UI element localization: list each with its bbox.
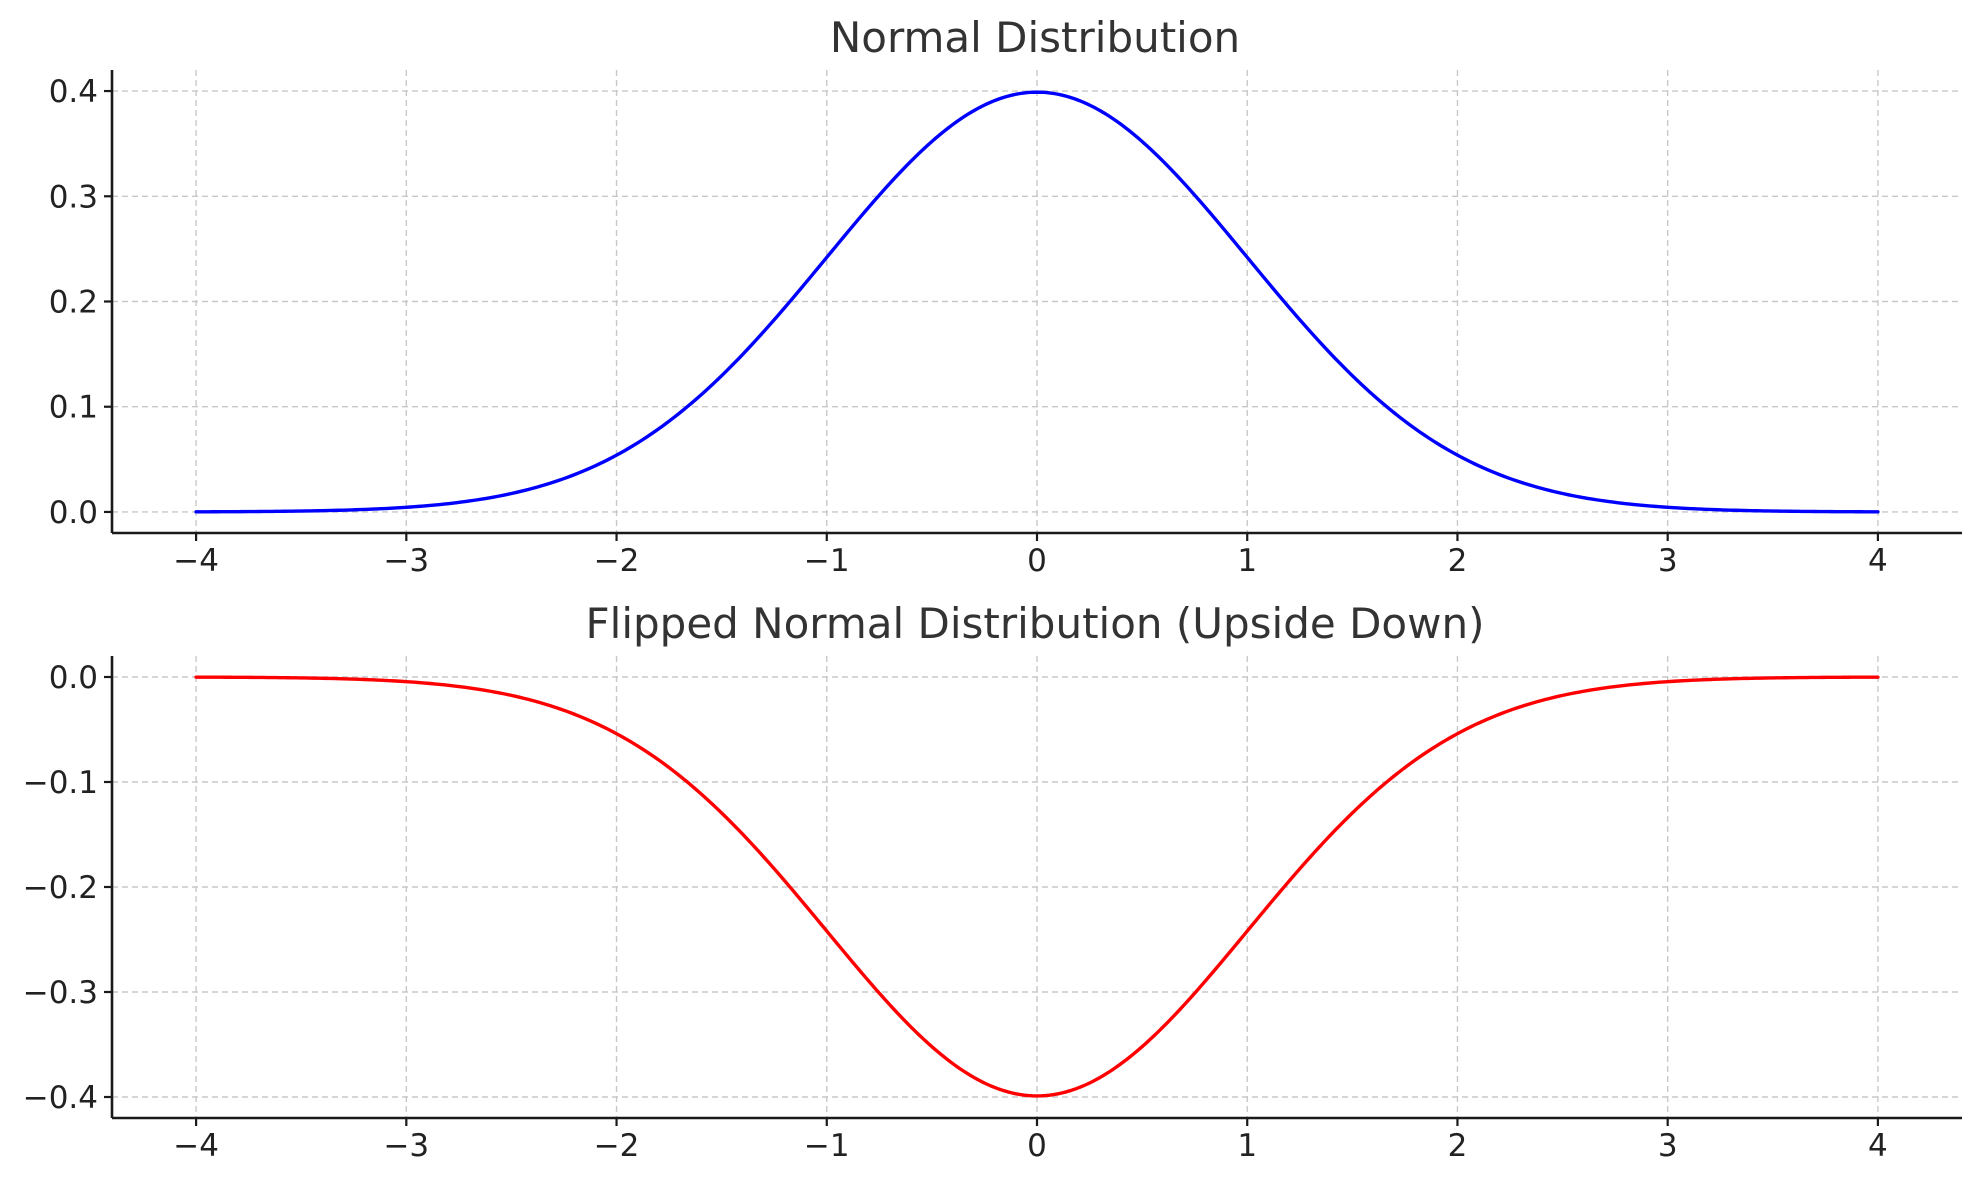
y-tick-label: −0.1: [23, 765, 98, 801]
x-tick-label: 2: [1448, 1128, 1468, 1164]
series-line: [194, 90, 1880, 514]
y-tick-label: 0.0: [49, 660, 98, 696]
x-tick-label: 3: [1658, 543, 1678, 579]
flipped-normal-distribution-chart: Flipped Normal Distribution (Upside Down…: [23, 599, 1962, 1164]
series-line: [194, 675, 1880, 1098]
x-tick-label: 1: [1237, 543, 1257, 579]
x-tick-label: −4: [173, 1128, 219, 1164]
y-axis-ticks: 0.0 −0.1 −0.2 −0.3 −0.4: [23, 660, 112, 1116]
series: [194, 675, 1880, 1098]
x-tick-label: 3: [1658, 1128, 1678, 1164]
y-tick-label: −0.4: [23, 1080, 98, 1116]
x-axis-ticks: −4 −3 −2 −1 0 1 2 3 4: [173, 1118, 1888, 1164]
y-tick-label: −0.2: [23, 870, 98, 906]
y-tick-label: 0.2: [49, 285, 98, 321]
chart-title: Normal Distribution: [830, 13, 1240, 62]
y-tick-label: 0.0: [49, 495, 98, 531]
x-tick-label: −3: [383, 1128, 429, 1164]
y-tick-label: 0.1: [49, 390, 98, 426]
x-tick-label: −2: [594, 1128, 640, 1164]
x-tick-label: −1: [804, 543, 850, 579]
x-tick-label: 4: [1868, 543, 1888, 579]
y-tick-label: 0.3: [49, 179, 98, 215]
y-axis-ticks: 0.0 0.1 0.2 0.3 0.4: [49, 74, 112, 531]
x-tick-label: 4: [1868, 1128, 1888, 1164]
x-tick-label: 0: [1027, 1128, 1047, 1164]
normal-distribution-chart: Normal Distribution −4 −3 −2 −1 0 1 2 3 4 0.0 0.1…: [49, 13, 1962, 579]
x-axis-ticks: −4 −3 −2 −1 0 1 2 3 4: [173, 533, 1888, 579]
x-tick-label: 2: [1448, 543, 1468, 579]
x-tick-label: −3: [383, 543, 429, 579]
x-tick-label: 0: [1027, 543, 1047, 579]
chart-title: Flipped Normal Distribution (Upside Down…: [586, 599, 1485, 648]
y-tick-label: −0.3: [23, 975, 98, 1011]
x-tick-label: −1: [804, 1128, 850, 1164]
x-tick-label: 1: [1237, 1128, 1257, 1164]
x-tick-label: −4: [173, 543, 219, 579]
x-tick-label: −2: [594, 543, 640, 579]
y-tick-label: 0.4: [49, 74, 98, 110]
series: [194, 90, 1880, 514]
